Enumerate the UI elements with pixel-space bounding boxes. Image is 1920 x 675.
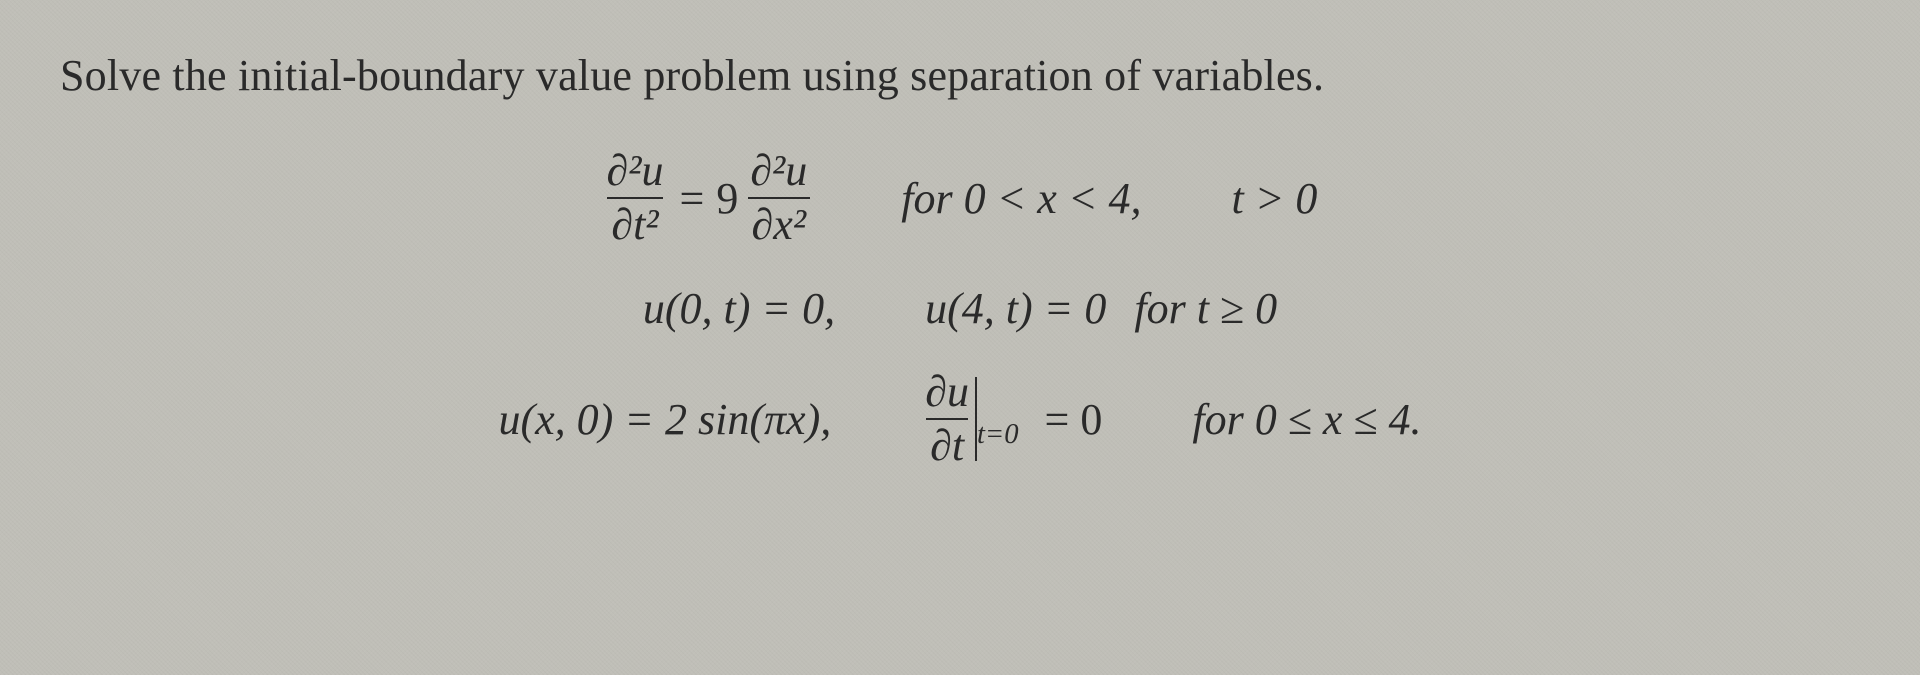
pde-equation: ∂²u ∂t² = 9 ∂²u ∂x² xyxy=(603,149,812,247)
pde-rhs-num: ∂²u xyxy=(746,149,811,197)
pde-domain-t: t > 0 xyxy=(1232,173,1318,224)
pde-coeff: 9 xyxy=(716,173,738,224)
pde-eq: = xyxy=(679,173,704,224)
equations-block: ∂²u ∂t² = 9 ∂²u ∂x² for 0 < x < 4, t > 0… xyxy=(60,149,1860,468)
ic-vel-rhs: = 0 xyxy=(1045,394,1103,445)
ic-position: u(x, 0) = 2 sin(πx), xyxy=(498,394,831,445)
bc-row: u(0, t) = 0, u(4, t) = 0 for t ≥ 0 xyxy=(643,283,1277,334)
pde-row: ∂²u ∂t² = 9 ∂²u ∂x² for 0 < x < 4, t > 0 xyxy=(603,149,1318,247)
problem-content: Solve the initial-boundary value problem… xyxy=(0,0,1920,518)
eval-bar-sub: t=0 xyxy=(977,419,1019,451)
pde-rhs-den: ∂x² xyxy=(748,197,810,247)
ic-velocity: ∂u ∂t t=0 = 0 xyxy=(921,370,1102,468)
ic-domain: for 0 ≤ x ≤ 4. xyxy=(1192,394,1421,445)
pde-lhs-fraction: ∂²u ∂t² xyxy=(603,149,668,247)
problem-prompt: Solve the initial-boundary value problem… xyxy=(60,50,1860,101)
pde-lhs-num: ∂²u xyxy=(603,149,668,197)
bc-right-group: u(4, t) = 0 for t ≥ 0 xyxy=(925,283,1277,334)
ic-vel-num: ∂u xyxy=(921,370,973,418)
pde-domain-x: for 0 < x < 4, xyxy=(901,173,1141,224)
ic-vel-den: ∂t xyxy=(926,418,968,468)
bc-time: for t ≥ 0 xyxy=(1134,283,1277,334)
bc-right: u(4, t) = 0 xyxy=(925,283,1106,334)
ic-vel-fraction: ∂u ∂t xyxy=(921,370,973,468)
ic-row: u(x, 0) = 2 sin(πx), ∂u ∂t t=0 = 0 for 0… xyxy=(498,370,1421,468)
bc-left: u(0, t) = 0, xyxy=(643,283,835,334)
pde-lhs-den: ∂t² xyxy=(607,197,662,247)
pde-rhs-fraction: ∂²u ∂x² xyxy=(746,149,811,247)
